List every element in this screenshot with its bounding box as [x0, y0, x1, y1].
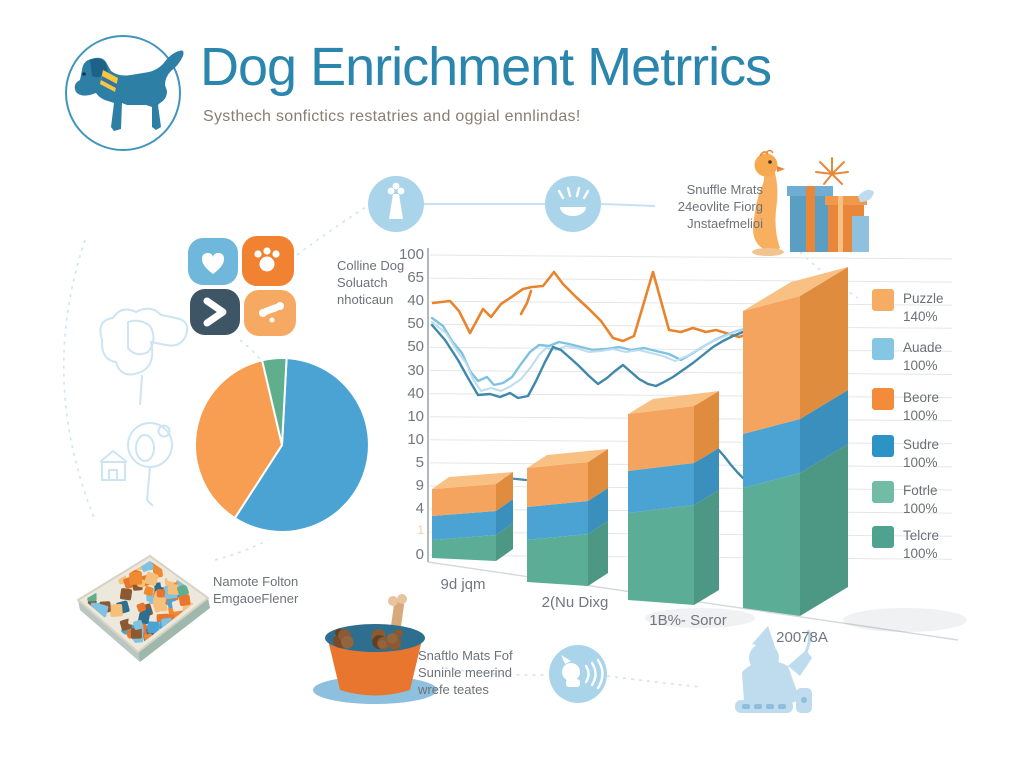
- food-bowl-icon: [545, 176, 601, 232]
- gifts-label-line: Snuffle Mrats: [645, 182, 763, 199]
- bar-side-green-bottom: [800, 444, 848, 616]
- barking-dog-icon: [549, 645, 607, 703]
- quadrant-icon: [188, 236, 296, 336]
- pie-chart: [195, 358, 369, 532]
- legend-label: Puzzle 140%: [903, 289, 944, 325]
- legend-label: Telcre 100%: [903, 526, 939, 562]
- bar-front-green-bottom: [527, 534, 588, 586]
- bar-front-orange-top: [743, 296, 800, 434]
- page-title: Dog Enrichment Metrrics: [200, 36, 771, 98]
- dog-logo-icon: [66, 36, 184, 150]
- mat-label-line: EmgaoeFlener: [213, 591, 298, 608]
- legend-item-beore: Beore 100%: [872, 388, 939, 424]
- x-tick-label: 2(Nu Dixg: [542, 594, 609, 611]
- bar-front-blue-middle: [628, 463, 694, 513]
- bowl-label-line: Snaftlo Mats Fof: [418, 648, 513, 665]
- legend-swatch: [872, 526, 894, 548]
- x-tick-label: 1B%- Soror: [649, 612, 727, 629]
- bar-front-orange-top: [628, 406, 694, 471]
- legend-label: Beore 100%: [903, 388, 939, 424]
- mat-label-line: Namote Folton: [213, 574, 298, 591]
- starburst-icon: [816, 158, 848, 184]
- y-tick-label: 50: [390, 315, 424, 332]
- y-tick-label: 50: [390, 338, 424, 355]
- page-subtitle: Systhech sonfictics restatries and oggia…: [203, 108, 581, 126]
- bar-front-green-bottom: [628, 505, 694, 605]
- orange-stub: [521, 291, 531, 314]
- legend-swatch: [872, 388, 894, 410]
- legend-label: Fotrle 100%: [903, 481, 938, 517]
- legend-item-telcre: Telcre 100%: [872, 526, 939, 562]
- top-connectors: [424, 204, 655, 206]
- duck-gifts-illustration: [752, 151, 874, 257]
- teal-line-descent: [716, 447, 743, 478]
- bar-side-green-bottom: [694, 490, 719, 605]
- orange-line: [433, 272, 759, 341]
- x-tick-label: 9d jqm: [440, 576, 485, 593]
- legend-label: Sudre 100%: [903, 435, 939, 471]
- x-tick-label: 20078A: [776, 629, 828, 646]
- legend-swatch: [872, 481, 894, 503]
- y-tick-label: 40: [390, 385, 424, 402]
- legend-item-puzzle: Puzzle 140%: [872, 289, 944, 325]
- bar-front-blue-middle: [432, 511, 496, 540]
- bowl-label: Snaftlo Mats Fof Suninle meerind wrefe t…: [418, 648, 513, 699]
- y-tick-label: 10: [390, 408, 424, 425]
- bar-front-green-bottom: [743, 473, 800, 616]
- dog-sketch: [100, 309, 187, 405]
- mat-label: Namote Folton EmgaoeFlener: [213, 574, 298, 608]
- y-tick-label: 40: [390, 292, 424, 309]
- y-tick-label: 5: [390, 454, 424, 471]
- y-tick-label: 1: [390, 523, 424, 537]
- legend-item-auade: Auade 100%: [872, 338, 942, 374]
- balloon-sketch: [128, 423, 172, 506]
- bar-front-orange-top: [432, 484, 496, 516]
- gifts-label: Snuffle Mrats 24eovlite Fiorg Jnstaefmel…: [645, 182, 763, 233]
- legend-item-fotrle: Fotrle 100%: [872, 481, 938, 517]
- gifts-label-line: 24eovlite Fiorg: [645, 199, 763, 216]
- house-sketch: [100, 451, 127, 480]
- snuffle-mat-illustration: [78, 556, 210, 662]
- y-tick-label: 10: [390, 431, 424, 448]
- y-tick-label: 30: [390, 362, 424, 379]
- y-tick-label: 9: [390, 477, 424, 494]
- legend-swatch: [872, 435, 894, 457]
- legend-item-sudre: Sudre 100%: [872, 435, 939, 471]
- infographic-page: { "header": { "title": "Dog Enrichment M…: [0, 0, 1024, 768]
- y-tick-label: 0: [390, 546, 424, 563]
- toy-icon: [368, 176, 424, 232]
- legend-swatch: [872, 338, 894, 360]
- gifts-label-line: Jnstaefmelioi: [645, 216, 763, 233]
- y-tick-label: 100: [390, 246, 424, 263]
- legend-swatch: [872, 289, 894, 311]
- legend-label: Auade 100%: [903, 338, 942, 374]
- bar-front-orange-top: [527, 462, 588, 507]
- y-tick-label: 65: [390, 269, 424, 286]
- bar-front-blue-middle: [527, 501, 588, 540]
- bowl-label-line: wrefe teates: [418, 682, 513, 699]
- y-tick-label: 4: [390, 500, 424, 517]
- bowl-label-line: Suninle meerind: [418, 665, 513, 682]
